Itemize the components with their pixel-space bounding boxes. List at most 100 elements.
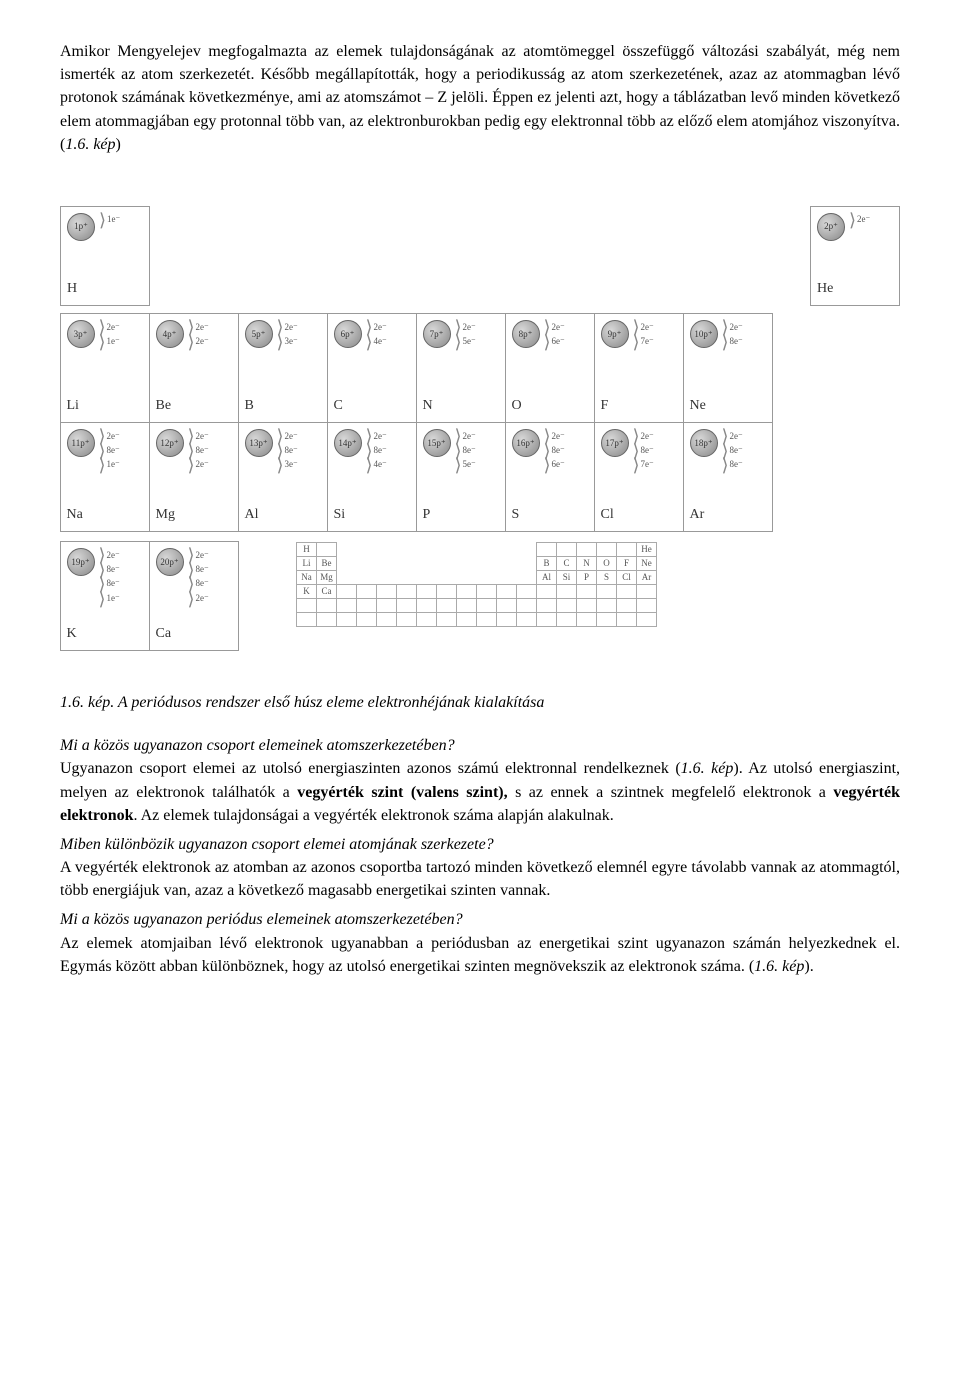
element-symbol: Na: [67, 505, 143, 525]
nucleus: 17p⁺: [601, 429, 629, 457]
mini-cell: [617, 599, 637, 613]
mini-cell: [597, 585, 617, 599]
cell-Si: 14p⁺⟩2e⁻⟩8e⁻⟩4e⁻Si: [327, 422, 417, 532]
mini-cell: [397, 542, 417, 556]
mini-cell: [397, 571, 417, 585]
mini-cell: F: [617, 556, 637, 570]
mini-cell: [377, 571, 397, 585]
element-symbol: Al: [245, 505, 321, 525]
mini-cell: [337, 613, 357, 627]
a3-ref: 1.6. kép: [754, 958, 804, 975]
mini-cell: [417, 571, 437, 585]
mini-cell: Al: [537, 571, 557, 585]
row-2: 3p⁺⟩2e⁻⟩1e⁻Li4p⁺⟩2e⁻⟩2e⁻Be5p⁺⟩2e⁻⟩3e⁻B6p…: [60, 314, 900, 423]
mini-cell: [437, 571, 457, 585]
mini-cell: [437, 585, 457, 599]
mini-cell: [637, 585, 657, 599]
mini-cell: [617, 585, 637, 599]
element-symbol: C: [334, 396, 410, 416]
cell-B: 5p⁺⟩2e⁻⟩3e⁻B: [238, 313, 328, 423]
mini-cell: [397, 556, 417, 570]
question-3: Mi a közös ugyanazon periódus elemeinek …: [60, 908, 900, 931]
mini-cell: [417, 542, 437, 556]
cell-Ca: 20p⁺⟩2e⁻⟩8e⁻⟩8e⁻⟩2e⁻Ca: [149, 541, 239, 651]
mini-cell: C: [557, 556, 577, 570]
mini-cell: Ca: [317, 585, 337, 599]
mini-cell: [477, 542, 497, 556]
mini-cell: [537, 542, 557, 556]
cell-H: 1p⁺⟩1e⁻H: [60, 206, 150, 306]
mini-cell: [517, 542, 537, 556]
cell-Al: 13p⁺⟩2e⁻⟩8e⁻⟩3e⁻Al: [238, 422, 328, 532]
cell-S: 16p⁺⟩2e⁻⟩8e⁻⟩6e⁻S: [505, 422, 595, 532]
mini-cell: K: [297, 585, 317, 599]
mini-cell: [477, 585, 497, 599]
element-symbol: Ca: [156, 624, 232, 644]
cell-Na: 11p⁺⟩2e⁻⟩8e⁻⟩1e⁻Na: [60, 422, 150, 532]
element-symbol: B: [245, 396, 321, 416]
cell-Be: 4p⁺⟩2e⁻⟩2e⁻Be: [149, 313, 239, 423]
mini-cell: [297, 599, 317, 613]
mini-cell: Na: [297, 571, 317, 585]
mini-cell: [497, 542, 517, 556]
cell-O: 8p⁺⟩2e⁻⟩6e⁻O: [505, 313, 595, 423]
element-symbol: Ne: [690, 396, 766, 416]
cell-C: 6p⁺⟩2e⁻⟩4e⁻C: [327, 313, 417, 423]
mini-cell: H: [297, 542, 317, 556]
mini-cell: [437, 556, 457, 570]
mini-cell: [457, 585, 477, 599]
mini-cell: [617, 613, 637, 627]
mini-cell: [557, 599, 577, 613]
mini-cell: [357, 542, 377, 556]
mini-cell: [517, 556, 537, 570]
nucleus: 5p⁺: [245, 320, 273, 348]
mini-cell: [337, 599, 357, 613]
mini-cell: [357, 556, 377, 570]
intro-ref: 1.6. kép: [65, 136, 115, 153]
cell-Mg: 12p⁺⟩2e⁻⟩8e⁻⟩2e⁻Mg: [149, 422, 239, 532]
mini-cell: [637, 613, 657, 627]
mini-cell: [357, 571, 377, 585]
element-symbol: He: [817, 279, 893, 299]
mini-cell: [437, 599, 457, 613]
intro-text: Amikor Mengyelejev megfogalmazta az elem…: [60, 43, 900, 153]
mini-cell: [377, 585, 397, 599]
mini-cell: [557, 542, 577, 556]
mini-cell: [597, 542, 617, 556]
cell-Cl: 17p⁺⟩2e⁻⟩8e⁻⟩7e⁻Cl: [594, 422, 684, 532]
answer-2: A vegyérték elektronok az atomban az azo…: [60, 856, 900, 902]
mini-cell: Be: [317, 556, 337, 570]
element-symbol: Si: [334, 505, 410, 525]
mini-cell: [497, 556, 517, 570]
figure-caption: 1.6. kép. A periódusos rendszer első hús…: [60, 691, 900, 714]
answer-1: Ugyanazon csoport elemei az utolsó energ…: [60, 757, 900, 827]
mini-cell: [317, 599, 337, 613]
mini-cell: [497, 585, 517, 599]
mini-cell: [417, 585, 437, 599]
element-symbol: H: [67, 279, 143, 299]
mini-cell: [557, 613, 577, 627]
element-symbol: Cl: [601, 505, 677, 525]
element-symbol: S: [512, 505, 588, 525]
cell-N: 7p⁺⟩2e⁻⟩5e⁻N: [416, 313, 506, 423]
cell-Ar: 18p⁺⟩2e⁻⟩8e⁻⟩8e⁻Ar: [683, 422, 773, 532]
row-3: 11p⁺⟩2e⁻⟩8e⁻⟩1e⁻Na12p⁺⟩2e⁻⟩8e⁻⟩2e⁻Mg13p⁺…: [60, 423, 900, 532]
mini-cell: [457, 571, 477, 585]
mini-cell: [517, 599, 537, 613]
mini-cell: [397, 613, 417, 627]
mini-cell: [457, 556, 477, 570]
element-symbol: Ar: [690, 505, 766, 525]
mini-cell: [517, 585, 537, 599]
mini-cell: [617, 542, 637, 556]
mini-cell: [577, 542, 597, 556]
nucleus: 12p⁺: [156, 429, 184, 457]
question-2: Miben különbözik ugyanazon csoport eleme…: [60, 833, 900, 856]
mini-cell: [397, 599, 417, 613]
mini-cell: [377, 556, 397, 570]
nucleus: 2p⁺: [817, 213, 845, 241]
mini-cell: [417, 556, 437, 570]
mini-cell: [377, 613, 397, 627]
mini-cell: [477, 556, 497, 570]
mini-cell: [437, 613, 457, 627]
mini-cell: [337, 571, 357, 585]
